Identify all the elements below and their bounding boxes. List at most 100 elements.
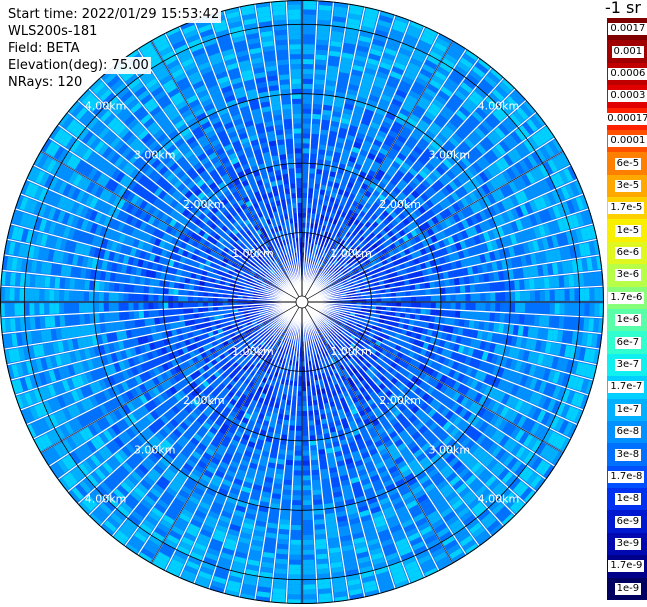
range-bin [342, 113, 352, 120]
range-bin [517, 415, 527, 428]
range-bin [499, 157, 510, 169]
range-bin [372, 161, 381, 169]
range-bin [353, 329, 360, 334]
range-bin [307, 207, 312, 214]
range-bin [551, 156, 563, 171]
range-bin [465, 228, 473, 238]
range-bin [333, 267, 339, 272]
range-bin [321, 124, 330, 131]
range-bin [510, 397, 519, 410]
range-bin [364, 190, 372, 198]
range-bin [510, 384, 520, 396]
range-bin [367, 169, 376, 178]
range-bin [424, 282, 431, 289]
range-bin [318, 144, 327, 151]
range-bin [514, 280, 520, 290]
range-bin [420, 348, 427, 356]
range-bin [433, 41, 448, 53]
range-bin [442, 421, 452, 431]
range-bin [453, 445, 464, 456]
ray-separator [301, 66, 493, 303]
range-bin [512, 480, 525, 494]
range-bin [323, 277, 328, 282]
range-bin [557, 387, 566, 401]
range-bin [429, 337, 436, 345]
range-bin [338, 127, 348, 135]
range-bin [561, 261, 569, 274]
range-bin [293, 485, 302, 491]
range-bin [447, 326, 454, 334]
range-bin [366, 62, 378, 71]
range-bin [433, 193, 442, 203]
range-bin [439, 230, 447, 239]
range-bin [439, 365, 447, 374]
range-bin [374, 156, 384, 165]
range-bin [558, 170, 569, 184]
range-bin [398, 221, 406, 229]
range-bin [294, 450, 302, 456]
range-bin [388, 75, 400, 85]
range-bin [490, 462, 502, 474]
range-bin [368, 256, 375, 262]
range-bin [499, 313, 505, 323]
range-bin [340, 239, 346, 246]
range-bin [552, 205, 561, 219]
range-bin [316, 49, 328, 56]
range-bin [302, 247, 305, 253]
range-bin [327, 232, 332, 239]
range-bin [457, 145, 468, 156]
range-bin [280, 514, 290, 520]
range-bin [302, 113, 311, 119]
range-bin [492, 365, 500, 376]
range-bin [546, 236, 554, 249]
range-bin [455, 302, 461, 310]
range-bin [329, 45, 342, 52]
range-bin [303, 544, 314, 550]
range-bin [334, 248, 340, 254]
range-bin [326, 150, 334, 157]
range-bin [333, 286, 339, 290]
range-bin [308, 420, 315, 426]
range-bin [413, 146, 423, 155]
range-bin [426, 268, 433, 275]
range-bin [450, 302, 456, 310]
range-bin [557, 372, 566, 386]
range-bin [391, 161, 401, 170]
range-bin [364, 108, 374, 117]
range-bin [424, 189, 433, 199]
range-bin [479, 140, 491, 152]
range-bin [349, 327, 355, 332]
range-bin [488, 322, 495, 332]
range-bin [474, 201, 483, 212]
ray-separator [301, 32, 440, 303]
range-bin [405, 389, 414, 398]
range-bin [314, 265, 318, 271]
ray-separator [301, 14, 396, 303]
range-bin [552, 138, 563, 152]
range-bin [473, 321, 480, 330]
range-bin [303, 539, 314, 545]
range-bin [509, 359, 518, 370]
range-bin [338, 326, 344, 331]
range-bin [502, 170, 512, 182]
range-bin [321, 316, 326, 321]
range-bin [368, 365, 376, 372]
range-bin [340, 331, 346, 337]
range-bin [370, 348, 377, 355]
range-bin [426, 209, 435, 218]
range-bin [325, 237, 330, 243]
range-bin [492, 89, 505, 102]
range-bin [564, 303, 570, 315]
range-bin [376, 306, 382, 310]
range-bin [430, 140, 441, 151]
range-bin [314, 84, 324, 90]
range-bin [578, 273, 585, 287]
range-bin [292, 505, 301, 511]
range-bin [394, 372, 402, 380]
range-bin [501, 381, 510, 392]
range-bin [348, 193, 356, 201]
range-bin [379, 229, 387, 237]
range-bin [417, 355, 425, 363]
range-bin [389, 316, 395, 322]
range-bin [455, 310, 461, 318]
